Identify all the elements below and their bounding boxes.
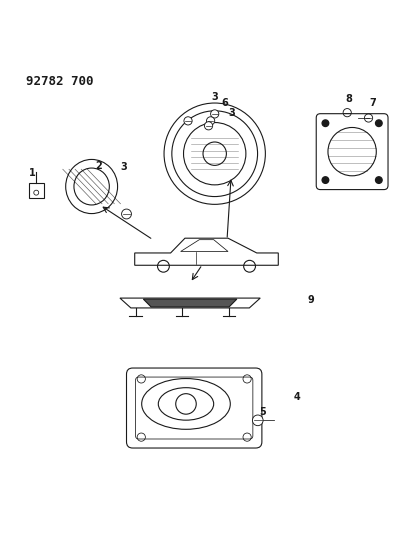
Text: 9: 9: [308, 295, 314, 305]
Circle shape: [204, 122, 213, 130]
Text: 5: 5: [260, 407, 266, 417]
Bar: [29, 183, 44, 198]
Text: 2: 2: [96, 161, 102, 171]
Circle shape: [206, 117, 215, 125]
Circle shape: [364, 114, 373, 122]
Circle shape: [375, 177, 382, 183]
Circle shape: [121, 209, 131, 219]
Text: 7: 7: [369, 98, 376, 108]
Text: 3: 3: [228, 108, 235, 118]
Circle shape: [184, 117, 192, 125]
Text: 1: 1: [29, 168, 36, 178]
Text: 3: 3: [120, 162, 127, 172]
Text: 8: 8: [346, 94, 353, 104]
Circle shape: [322, 177, 329, 183]
Circle shape: [343, 109, 351, 117]
Polygon shape: [143, 299, 237, 307]
Circle shape: [375, 120, 382, 126]
Circle shape: [252, 415, 263, 426]
Text: 4: 4: [293, 392, 300, 401]
Text: 92782 700: 92782 700: [26, 75, 93, 87]
Circle shape: [322, 120, 329, 126]
Text: 6: 6: [221, 98, 228, 108]
Circle shape: [211, 110, 219, 118]
Text: 3: 3: [211, 93, 218, 102]
